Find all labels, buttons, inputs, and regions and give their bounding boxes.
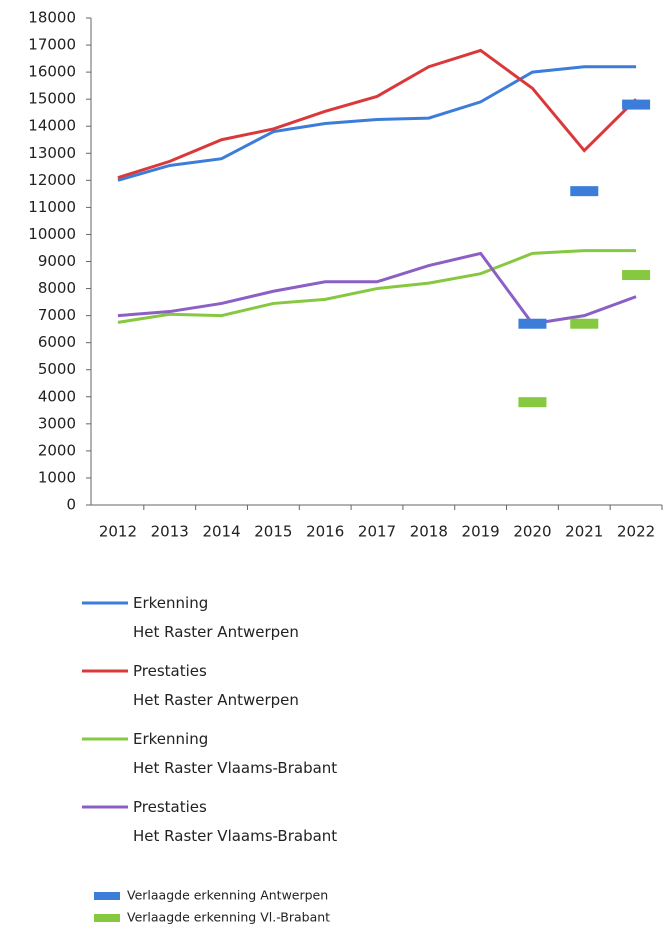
legend-label: Verlaagde erkenning Vl.-Brabant — [127, 910, 330, 925]
y-tick-label: 10000 — [28, 225, 76, 243]
marker — [518, 318, 547, 329]
x-tick-label: 2021 — [565, 523, 603, 541]
y-tick-label: 9000 — [38, 252, 76, 270]
marker — [570, 318, 599, 329]
y-tick-label: 4000 — [38, 387, 76, 405]
marker — [518, 397, 547, 408]
x-tick-label: 2019 — [462, 523, 500, 541]
marker — [570, 186, 599, 197]
legend-label: Erkenning Het Raster Antwerpen — [133, 594, 299, 641]
legend-swatch — [94, 914, 120, 922]
y-tick-label: 1000 — [38, 468, 76, 486]
series-line — [117, 48, 638, 180]
y-tick-label: 13000 — [28, 144, 76, 162]
y-tick-label: 14000 — [28, 117, 76, 135]
x-tick-label: 2020 — [513, 523, 551, 541]
legend-label: Prestaties Het Raster Antwerpen — [133, 662, 299, 709]
x-tick-label: 2014 — [202, 523, 240, 541]
y-tick-label: 5000 — [38, 360, 76, 378]
y-tick-label: 8000 — [38, 279, 76, 297]
x-tick-label: 2012 — [99, 523, 137, 541]
y-tick-label: 0 — [66, 496, 76, 514]
marker — [622, 99, 651, 110]
legend-swatch — [94, 892, 120, 900]
series-line — [117, 249, 637, 324]
y-tick-label: 12000 — [28, 171, 76, 189]
legend-label: Prestaties Het Raster Vlaams-Brabant — [133, 798, 337, 845]
y-tick-label: 16000 — [28, 63, 76, 81]
marker — [622, 270, 651, 281]
x-tick-label: 2022 — [617, 523, 655, 541]
x-tick-label: 2017 — [358, 523, 396, 541]
x-tick-label: 2016 — [306, 523, 344, 541]
series-line — [117, 251, 637, 326]
x-tick-label: 2013 — [151, 523, 189, 541]
y-tick-label: 6000 — [38, 333, 76, 351]
legend-label: Erkenning Het Raster Vlaams-Brabant — [133, 730, 337, 777]
y-tick-label: 7000 — [38, 306, 76, 324]
y-tick-label: 17000 — [28, 36, 76, 54]
y-tick-label: 18000 — [28, 9, 76, 27]
x-tick-label: 2015 — [254, 523, 292, 541]
y-tick-label: 11000 — [28, 198, 76, 216]
y-tick-label: 2000 — [38, 441, 76, 459]
series-line — [117, 65, 637, 182]
y-tick-label: 3000 — [38, 414, 76, 432]
legend-label: Verlaagde erkenning Antwerpen — [127, 888, 328, 903]
y-tick-label: 15000 — [28, 90, 76, 108]
x-tick-label: 2018 — [410, 523, 448, 541]
